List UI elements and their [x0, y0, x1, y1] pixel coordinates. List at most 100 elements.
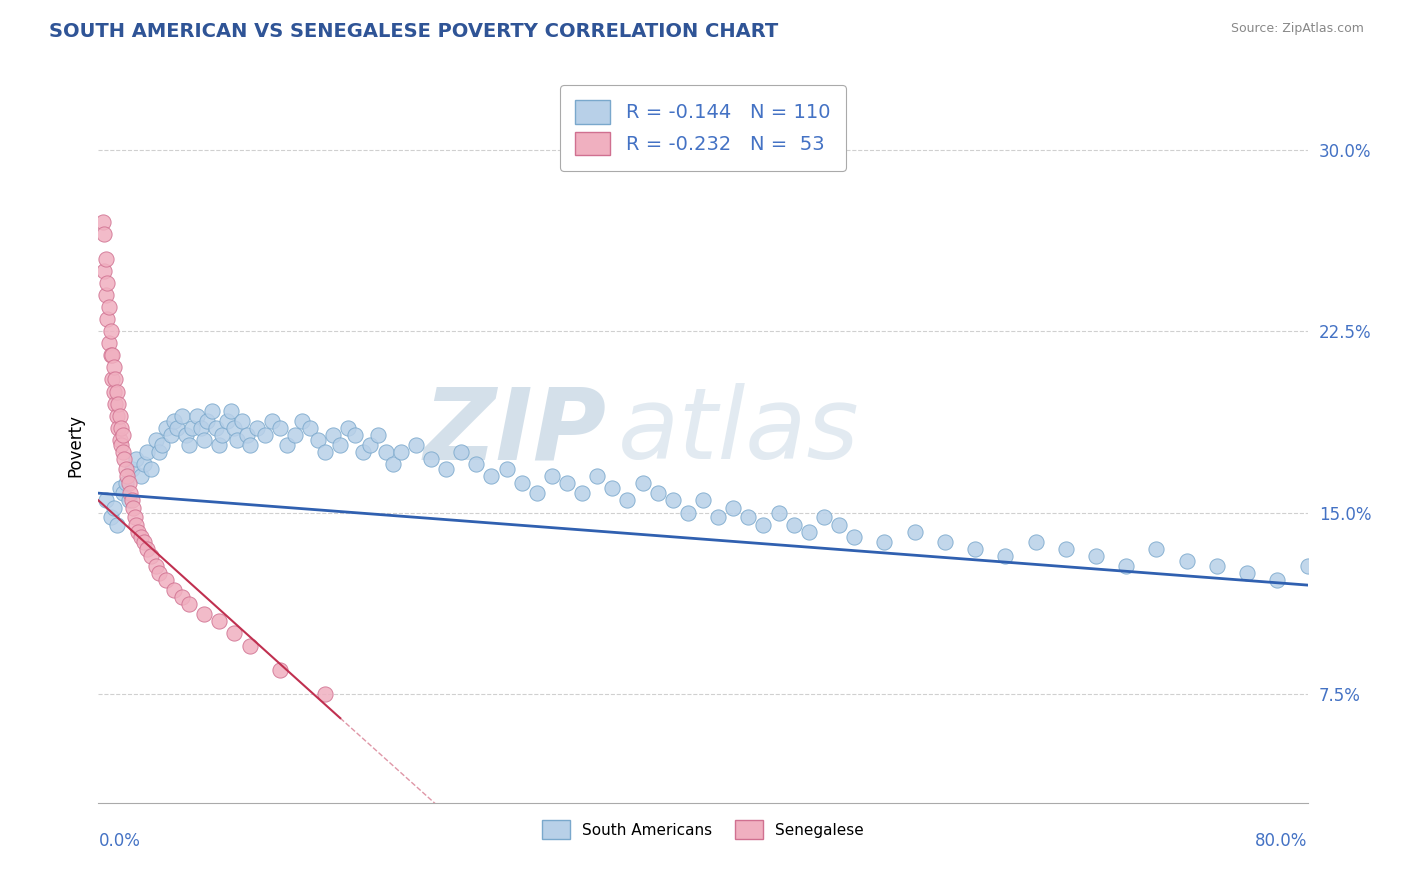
Point	[174, 428, 197, 442]
Point	[555, 476, 578, 491]
Point	[120, 486, 142, 500]
Point	[98, 336, 121, 351]
Point	[1236, 566, 1258, 580]
Point	[314, 445, 336, 459]
Point	[481, 469, 503, 483]
Point	[374, 445, 396, 459]
Point	[752, 517, 775, 532]
Point	[110, 421, 132, 435]
Point	[94, 288, 117, 302]
Point	[276, 438, 298, 452]
Point	[103, 500, 125, 515]
Point	[904, 524, 927, 539]
Point	[148, 566, 170, 580]
Point	[145, 433, 167, 447]
Point	[602, 481, 624, 495]
Point	[103, 360, 125, 375]
Point	[107, 421, 129, 435]
Point	[586, 469, 609, 483]
Point	[1085, 549, 1108, 563]
Point	[797, 524, 820, 539]
Point	[118, 493, 141, 508]
Point	[111, 428, 134, 442]
Point	[465, 457, 488, 471]
Point	[873, 534, 896, 549]
Point	[124, 510, 146, 524]
Point	[737, 510, 759, 524]
Point	[246, 421, 269, 435]
Point	[141, 549, 163, 563]
Point	[170, 590, 193, 604]
Point	[112, 452, 135, 467]
Point	[360, 438, 382, 452]
Point	[193, 433, 215, 447]
Point	[107, 397, 129, 411]
Point	[91, 215, 114, 229]
Point	[1115, 558, 1137, 573]
Point	[104, 372, 127, 386]
Point	[420, 452, 443, 467]
Y-axis label: Poverty: Poverty	[66, 415, 84, 477]
Point	[1024, 534, 1046, 549]
Point	[389, 445, 412, 459]
Point	[828, 517, 851, 532]
Point	[108, 481, 131, 495]
Point	[1327, 566, 1350, 580]
Point	[132, 534, 155, 549]
Point	[768, 506, 790, 520]
Point	[994, 549, 1017, 563]
Point	[100, 510, 122, 524]
Point	[1054, 541, 1077, 556]
Point	[329, 438, 352, 452]
Point	[783, 517, 806, 532]
Point	[269, 663, 291, 677]
Point	[163, 582, 186, 597]
Point	[100, 324, 122, 338]
Point	[96, 276, 118, 290]
Point	[631, 476, 654, 491]
Point	[215, 414, 238, 428]
Point	[844, 530, 866, 544]
Point	[101, 372, 124, 386]
Point	[104, 397, 127, 411]
Text: 0.0%: 0.0%	[98, 832, 141, 850]
Point	[1386, 578, 1406, 592]
Point	[205, 421, 228, 435]
Point	[193, 607, 215, 621]
Point	[692, 493, 714, 508]
Point	[616, 493, 638, 508]
Point	[450, 445, 472, 459]
Point	[94, 493, 117, 508]
Point	[208, 438, 231, 452]
Point	[307, 433, 329, 447]
Point	[405, 438, 427, 452]
Text: SOUTH AMERICAN VS SENEGALESE POVERTY CORRELATION CHART: SOUTH AMERICAN VS SENEGALESE POVERTY COR…	[49, 22, 779, 41]
Point	[121, 493, 143, 508]
Point	[1144, 541, 1167, 556]
Point	[114, 476, 136, 491]
Point	[299, 421, 322, 435]
Point	[647, 486, 669, 500]
Point	[190, 421, 212, 435]
Point	[181, 421, 204, 435]
Point	[314, 687, 336, 701]
Point	[231, 414, 253, 428]
Point	[100, 348, 122, 362]
Point	[262, 414, 284, 428]
Point	[186, 409, 208, 423]
Point	[163, 414, 186, 428]
Text: ZIP: ZIP	[423, 384, 606, 480]
Point	[101, 348, 124, 362]
Point	[540, 469, 562, 483]
Point	[166, 421, 188, 435]
Legend: South Americans, Senegalese: South Americans, Senegalese	[536, 814, 870, 845]
Point	[135, 445, 157, 459]
Point	[160, 428, 183, 442]
Point	[526, 486, 548, 500]
Point	[291, 414, 314, 428]
Point	[114, 462, 136, 476]
Point	[224, 626, 246, 640]
Point	[122, 500, 145, 515]
Point	[434, 462, 457, 476]
Point	[93, 263, 115, 277]
